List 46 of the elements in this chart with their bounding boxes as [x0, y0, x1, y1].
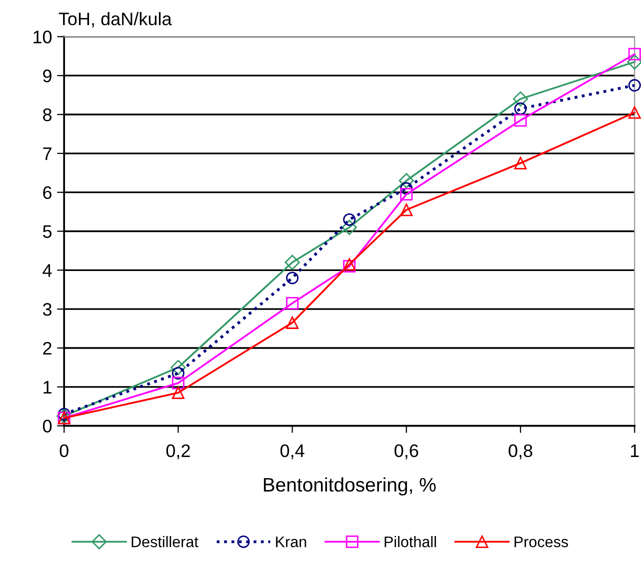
y-tick-label: 2 — [43, 342, 52, 355]
x-tick-label: 0,4 — [280, 444, 304, 460]
point — [400, 188, 413, 201]
point — [58, 408, 70, 420]
legend-label: Pilothall — [384, 536, 436, 548]
point — [400, 182, 413, 195]
x-tick-label: 1 — [630, 444, 639, 457]
y-tick-label: 3 — [42, 303, 52, 316]
point — [172, 367, 184, 380]
x-tick-label: 0,6 — [394, 444, 418, 460]
point — [514, 156, 527, 170]
point — [172, 386, 184, 399]
y-tick-label: 7 — [43, 148, 52, 160]
point — [628, 106, 641, 119]
point — [628, 48, 641, 60]
x-tick-label: 0,2 — [166, 444, 190, 460]
point — [342, 220, 357, 235]
point — [343, 213, 356, 226]
x-tick-label: 0,8 — [508, 444, 532, 460]
legend-label: Process — [514, 536, 568, 548]
legend-label: Kran — [276, 536, 306, 548]
y-tick-label: 10 — [34, 30, 52, 44]
point — [398, 173, 414, 188]
point — [286, 316, 299, 329]
point — [286, 296, 299, 310]
point — [284, 254, 300, 270]
y-tick-label: 8 — [43, 108, 52, 122]
point — [627, 54, 641, 70]
x-tick-label: 0 — [60, 444, 68, 458]
x-axis-title: Bentonitdosering, % — [264, 477, 436, 496]
point — [170, 360, 186, 376]
point — [628, 79, 641, 92]
y-axis-title: ToH, daN/kula — [58, 12, 172, 28]
point — [172, 376, 184, 390]
legend-label: Destillerat — [132, 536, 198, 548]
y-tick-label: 9 — [43, 70, 52, 82]
y-tick-label: 0 — [42, 420, 52, 433]
y-tick-label: 4 — [42, 264, 52, 277]
y-tick-label: 5 — [42, 225, 52, 238]
point — [512, 91, 528, 106]
y-tick-label: 1 — [44, 381, 52, 394]
point — [286, 272, 299, 284]
point — [514, 102, 527, 115]
y-tick-label: 6 — [43, 186, 52, 200]
point — [400, 204, 413, 216]
point — [514, 114, 527, 127]
